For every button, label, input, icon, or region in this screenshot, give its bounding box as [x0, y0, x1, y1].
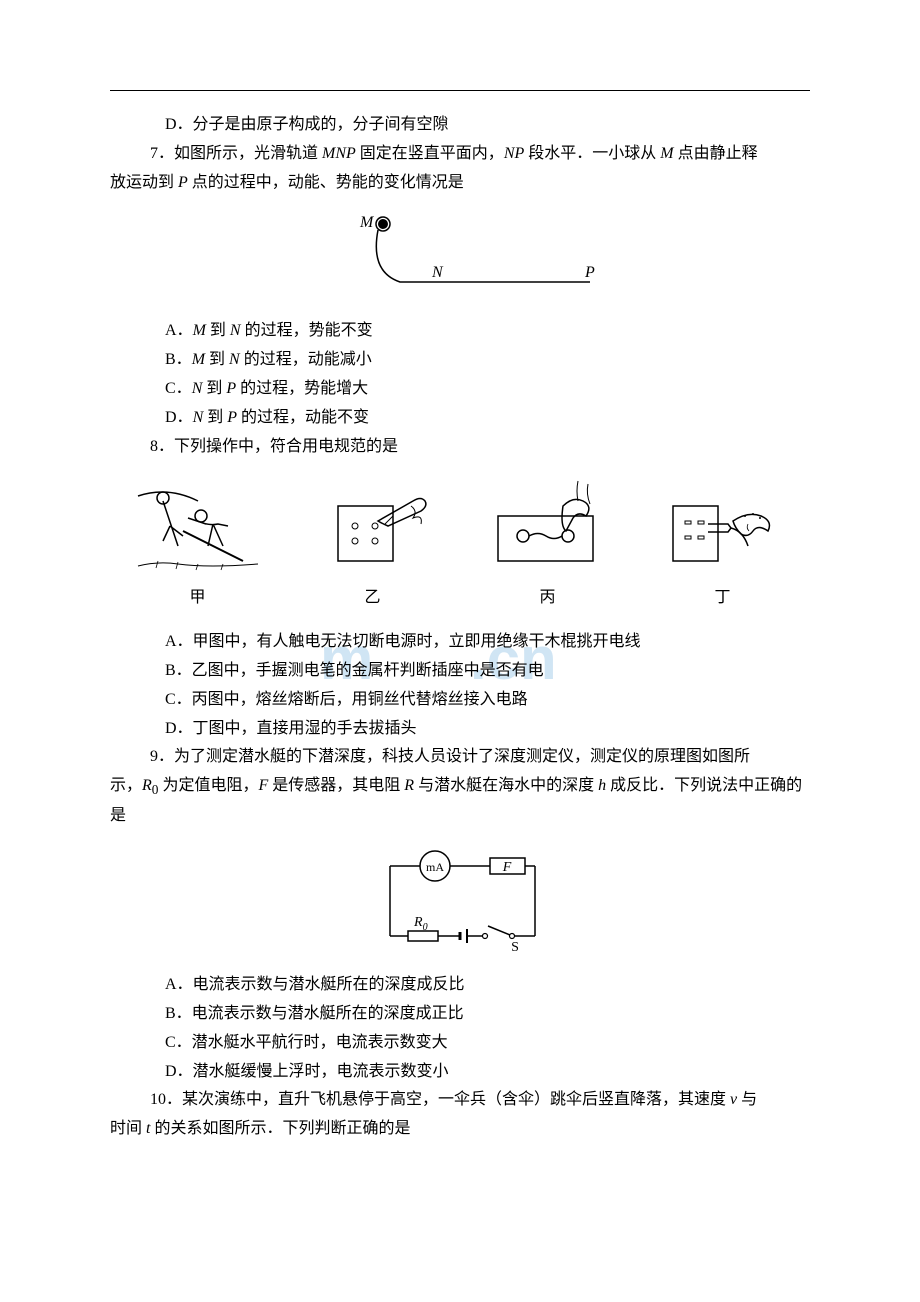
q9-switch-arm — [488, 926, 510, 935]
q7-track-diagram: M N P — [310, 212, 610, 302]
q8-option-d: D．丁图中，直接用湿的手去拔插头 — [110, 715, 810, 744]
header-rule — [110, 90, 810, 91]
q8-fig-yi: 乙 — [285, 476, 460, 613]
q8-fig-jia: 甲 — [110, 476, 285, 613]
q8-yi-svg — [303, 476, 443, 576]
q9-option-a: A．电流表示数与潜水艇所在的深度成反比 — [110, 971, 810, 1000]
q7-text-cont: 放运动到 P 点的过程中，动能、势能的变化情况是 — [110, 169, 810, 198]
q9-option-d: D．潜水艇缓慢上浮时，电流表示数变小 — [110, 1058, 810, 1087]
q8-option-c: C．丙图中，熔丝熔断后，用铜丝代替熔丝接入电路 — [110, 686, 810, 715]
q7-ball-fill — [378, 219, 388, 229]
q9-circuit-diagram: mA F S R0 — [360, 846, 560, 956]
q8-option-b: B．乙图中，手握测电笔的金属杆判断插座中是否有电 — [110, 657, 810, 686]
q8-ding-svg — [653, 476, 793, 576]
q6-option-d: D．分子是由原子构成的，分子间有空隙 — [110, 111, 810, 140]
q8-label-bing: 丙 — [460, 584, 635, 613]
q8-text: 8．下列操作中，符合用电规范的是 — [110, 433, 810, 462]
q8-fig-ding: 丁 — [635, 476, 810, 613]
q8-figures: 甲 乙 — [110, 476, 810, 613]
q7-figure: M N P — [110, 212, 810, 302]
q8-fig-bing: 丙 — [460, 476, 635, 613]
q8-option-a: A．甲图中，有人触电无法切断电源时，立即用绝缘干木棍挑开电线 — [110, 628, 810, 657]
q9-option-c: C．潜水艇水平航行时，电流表示数变大 — [110, 1029, 810, 1058]
q9-figure: mA F S R0 — [110, 846, 810, 956]
q7-label-m: M — [359, 214, 375, 231]
q7-option-d: D．N 到 P 的过程，动能不变 — [110, 404, 810, 433]
q9-s-label: S — [511, 940, 519, 955]
q7-track-path — [376, 230, 590, 282]
q7-label-n: N — [431, 264, 444, 281]
q8-bing-svg — [478, 476, 618, 576]
q7-text: 7．如图所示，光滑轨道 MNP 固定在竖直平面内，NP 段水平．一小球从 M 点… — [110, 140, 810, 169]
q9-switch-node — [510, 934, 515, 939]
q8-label-yi: 乙 — [285, 584, 460, 613]
q10-text: 10．某次演练中，直升飞机悬停于高空，一伞兵（含伞）跳伞后竖直降落，其速度 v … — [110, 1086, 810, 1115]
q8-jia-svg — [128, 476, 268, 576]
q9-f-label: F — [502, 860, 512, 875]
q8-label-jia: 甲 — [110, 584, 285, 613]
q9-ma-label: mA — [426, 860, 444, 874]
q7-option-c: C．N 到 P 的过程，势能增大 — [110, 375, 810, 404]
q7-label-p: P — [584, 264, 595, 281]
q10-text-cont: 时间 t 的关系如图所示．下列判断正确的是 — [110, 1115, 810, 1144]
q9-text-cont: 示，R0 为定值电阻，F 是传感器，其电阻 R 与潜水艇在海水中的深度 h 成反… — [110, 772, 810, 831]
q8-label-ding: 丁 — [635, 584, 810, 613]
q7-option-a: A．M 到 N 的过程，势能不变 — [110, 317, 810, 346]
page-content: D．分子是由原子构成的，分子间有空隙 7．如图所示，光滑轨道 MNP 固定在竖直… — [110, 111, 810, 1144]
q9-text: 9．为了测定潜水艇的下潜深度，科技人员设计了深度测定仪，测定仪的原理图如图所 — [110, 743, 810, 772]
q7-option-b: B．M 到 N 的过程，动能减小 — [110, 346, 810, 375]
q9-option-b: B．电流表示数与潜水艇所在的深度成正比 — [110, 1000, 810, 1029]
